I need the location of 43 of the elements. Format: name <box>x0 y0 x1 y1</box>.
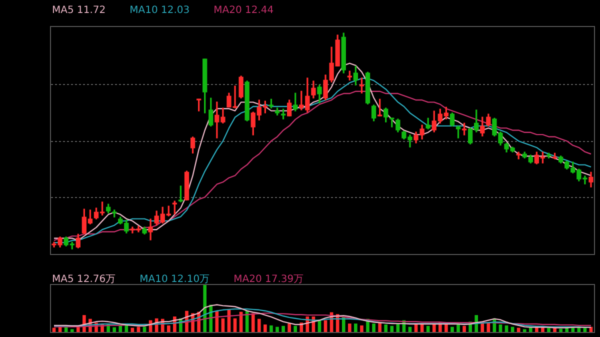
bar <box>233 318 237 332</box>
bar <box>221 318 225 332</box>
bar <box>462 326 466 332</box>
text: MA5 12.76万 <box>52 273 116 286</box>
bar <box>288 324 291 332</box>
bar <box>559 328 562 332</box>
bar <box>444 324 448 332</box>
bar <box>203 285 207 332</box>
bar <box>541 327 544 332</box>
bar <box>456 324 460 332</box>
bar <box>276 326 279 332</box>
bar <box>124 325 128 332</box>
bar <box>257 318 261 332</box>
bar <box>504 325 508 332</box>
bar <box>294 326 298 332</box>
bar <box>166 325 170 332</box>
bar <box>384 324 388 332</box>
bar <box>498 324 502 332</box>
text: MA5 11.72 <box>52 5 106 16</box>
bar <box>360 325 364 332</box>
text: MA10 12.03 <box>130 5 190 16</box>
bar <box>450 326 454 332</box>
bar <box>390 326 394 332</box>
bar <box>118 325 122 332</box>
bar <box>251 313 255 332</box>
bar <box>547 328 550 332</box>
bar <box>372 324 376 332</box>
bar <box>378 322 382 332</box>
bar <box>414 324 418 332</box>
bar <box>270 325 273 332</box>
bar <box>264 324 267 332</box>
text: MA20 17.39万 <box>234 273 304 286</box>
bar <box>112 327 116 332</box>
bar <box>354 324 358 332</box>
bar <box>70 329 74 332</box>
bar <box>348 324 352 332</box>
text: MA20 12.44 <box>214 5 274 16</box>
bar <box>571 327 575 332</box>
bar <box>528 327 532 332</box>
bar <box>522 329 526 332</box>
text: MA10 12.10万 <box>140 273 210 286</box>
bar <box>282 326 285 332</box>
bar <box>76 326 80 332</box>
